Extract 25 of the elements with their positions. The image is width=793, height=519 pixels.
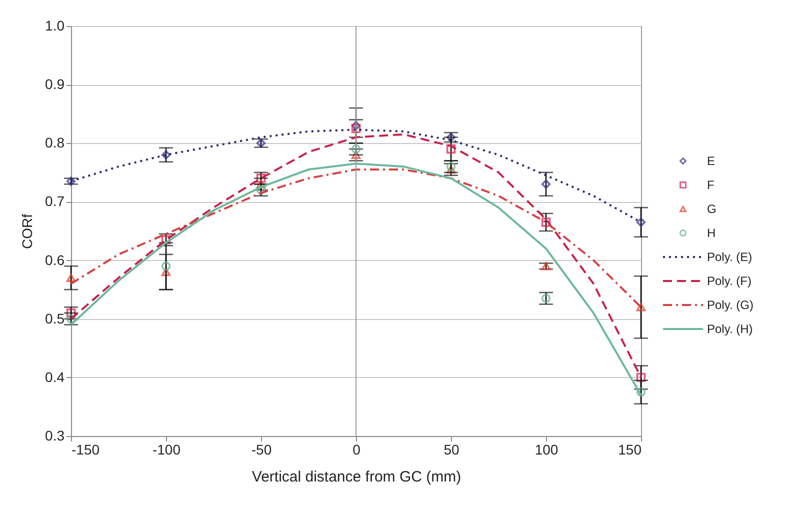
y-tick-label: 0.9	[45, 76, 65, 92]
y-tick-label: 0.5	[45, 310, 65, 326]
legend-label: G	[707, 202, 716, 216]
y-tick-label: 0.6	[45, 252, 65, 268]
legend-label: Poly. (H)	[707, 322, 753, 336]
y-tick-label: 0.7	[45, 193, 65, 210]
y-tick-label: 1.0	[45, 18, 65, 34]
legend-label: Poly. (G)	[707, 298, 754, 312]
x-tick-label: -100	[152, 442, 181, 458]
legend-label: Poly. (F)	[707, 274, 752, 288]
x-tick-label: -50	[251, 442, 272, 458]
x-tick-label: 150	[618, 442, 642, 458]
y-tick-label: 0.3	[45, 428, 65, 444]
legend-label: F	[707, 178, 714, 192]
x-tick-label: 50	[444, 442, 460, 458]
x-axis-title: Vertical distance from GC (mm)	[252, 468, 462, 486]
x-tick-label: 0	[352, 442, 361, 458]
y-axis-title: CORf	[19, 214, 36, 249]
legend-label: H	[707, 226, 716, 240]
y-tick-label: 0.4	[45, 368, 65, 385]
x-tick-label: -150	[72, 442, 100, 458]
y-tick-label: 0.8	[45, 134, 65, 151]
legend-label: Poly. (E)	[707, 250, 752, 264]
x-tick-label: 100	[534, 442, 558, 458]
legend-label: E	[707, 154, 716, 168]
